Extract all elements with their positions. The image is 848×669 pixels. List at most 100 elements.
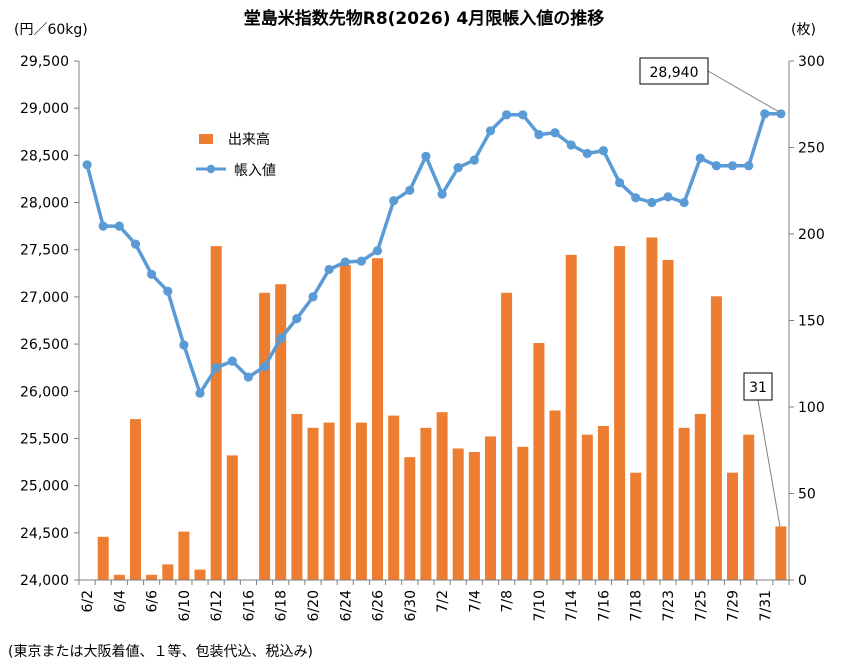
- left-tick-label: 28,000: [20, 196, 69, 212]
- volume-bar: [339, 265, 351, 580]
- x-tick-label: 7/31: [758, 590, 774, 621]
- left-tick-label: 27,000: [20, 290, 69, 306]
- price-point: [502, 110, 512, 120]
- price-point: [695, 153, 705, 163]
- left-tick-label: 29,000: [20, 101, 69, 117]
- price-point: [372, 246, 383, 256]
- right-tick-label: 150: [798, 314, 825, 330]
- price-callout-box: [639, 57, 709, 85]
- left-tick-label: 26,500: [20, 337, 69, 353]
- x-tick-label: 6/4: [112, 590, 128, 613]
- x-tick-label: 6/12: [209, 590, 225, 621]
- x-tick-label: 7/8: [500, 590, 516, 613]
- x-tick-label: 7/16: [596, 590, 612, 622]
- x-tick-label: 6/18: [274, 590, 290, 621]
- volume-bar: [162, 564, 174, 580]
- volume-bar: [323, 422, 335, 580]
- price-point: [147, 269, 157, 279]
- volume-bar: [355, 422, 367, 580]
- right-tick-label: 250: [798, 141, 825, 157]
- legend-label-volume: 出来高: [228, 131, 270, 148]
- price-point: [744, 161, 754, 171]
- legend: 出来高 帳入値: [190, 120, 316, 190]
- price-point: [260, 362, 270, 372]
- volume-bar: [307, 427, 319, 580]
- price-point: [550, 128, 560, 138]
- price-point: [389, 196, 399, 206]
- volume-bar: [517, 446, 529, 580]
- price-point: [566, 140, 576, 150]
- volume-callout-box: [743, 372, 773, 401]
- right-tick-label: 300: [798, 54, 825, 70]
- volume-bar: [646, 237, 658, 580]
- x-tick-label: 7/10: [532, 590, 548, 621]
- x-tick-label: 7/29: [726, 590, 742, 621]
- price-point: [227, 356, 237, 366]
- price-point: [211, 363, 221, 373]
- volume-bar: [210, 246, 222, 580]
- price-point: [518, 110, 528, 120]
- price-point: [615, 178, 625, 188]
- legend-label-price: 帳入値: [234, 163, 276, 179]
- volume-bar: [485, 436, 496, 580]
- price-point: [82, 160, 92, 170]
- price-point: [405, 185, 415, 195]
- x-tick-label: 6/24: [338, 590, 354, 622]
- x-tick-label: 6/20: [306, 590, 322, 621]
- price-point: [711, 161, 722, 171]
- price-point: [195, 388, 205, 398]
- right-tick-label: 100: [798, 400, 825, 416]
- right-tick-label: 0: [798, 573, 807, 589]
- left-axis-unit: (円／60kg): [14, 22, 88, 38]
- price-point: [663, 192, 673, 202]
- price-point: [243, 372, 253, 382]
- volume-bar: [259, 292, 271, 580]
- volume-bar: [694, 413, 706, 580]
- right-axis-unit: (枚): [791, 22, 816, 38]
- price-point: [437, 189, 447, 199]
- left-tick-label: 29,500: [20, 54, 69, 70]
- volume-bar: [565, 254, 577, 581]
- price-point: [534, 130, 544, 140]
- volume-bar: [113, 574, 125, 580]
- price-point: [340, 257, 350, 267]
- left-tick-label: 28,500: [20, 148, 69, 164]
- volume-bar: [226, 455, 238, 580]
- legend-swatch-volume: [199, 134, 213, 144]
- price-point: [308, 292, 318, 302]
- volume-callout-label: 31: [749, 380, 767, 396]
- price-point: [163, 286, 173, 296]
- price-point: [324, 264, 334, 275]
- price-point: [760, 109, 770, 119]
- price-point: [727, 161, 738, 171]
- left-tick-label: 26,000: [20, 384, 69, 400]
- volume-bar: [275, 284, 287, 580]
- x-tick-label: 7/14: [564, 590, 580, 622]
- x-tick-label: 7/18: [629, 590, 645, 621]
- volume-bar: [291, 413, 303, 580]
- volume-bar: [97, 536, 109, 581]
- right-tick-label: 200: [798, 227, 825, 243]
- left-tick-label: 24,000: [20, 573, 69, 589]
- x-tick-label: 6/30: [403, 590, 419, 621]
- volume-bar: [678, 427, 690, 580]
- volume-bar: [501, 292, 513, 580]
- price-point: [631, 193, 641, 203]
- footnote: (東京または大阪着値、１等、包装代込、税込み): [8, 643, 313, 660]
- volume-bar: [130, 419, 141, 580]
- left-tick-label: 25,000: [20, 479, 69, 495]
- volume-bar: [420, 427, 432, 580]
- price-point: [679, 197, 689, 208]
- volume-bar: [710, 296, 722, 580]
- chart-title: 堂島米指数先物R8(2026) 4月限帳入値の推移: [244, 8, 605, 29]
- left-tick-label: 25,500: [20, 431, 69, 447]
- price-point: [356, 256, 366, 266]
- price-point: [421, 151, 431, 161]
- plot-area: 24,000 24,500 25,000 25,500 26,000 26,500 27,0…: [20, 54, 825, 621]
- price-point: [130, 239, 141, 249]
- legend-swatch-price-marker: [206, 164, 216, 174]
- volume-bar: [146, 574, 158, 580]
- volume-bar: [372, 258, 383, 580]
- x-tick-label: 7/2: [435, 590, 451, 613]
